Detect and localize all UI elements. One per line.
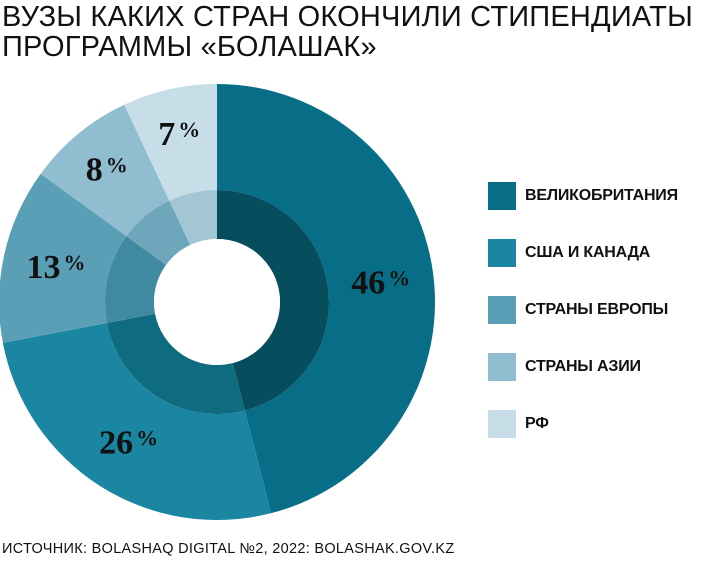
slice-2-value-label: 26% bbox=[99, 424, 158, 461]
slice-5-inner bbox=[169, 190, 217, 245]
slice-5-outer bbox=[124, 84, 217, 201]
legend-label: РФ bbox=[525, 415, 549, 432]
outer-ring bbox=[0, 84, 435, 520]
slice-2-outer bbox=[2, 322, 272, 520]
source-note: ИСТОЧНИК: BOLASHAQ DIGITAL №2, 2022: BOL… bbox=[2, 541, 455, 557]
legend-swatch bbox=[488, 410, 516, 438]
chart-title-line-1: ВУЗЫ КАКИХ СТРАН ОКОНЧИЛИ СТИПЕНДИАТЫ bbox=[2, 1, 693, 33]
chart-title: ВУЗЫ КАКИХ СТРАН ОКОНЧИЛИ СТИПЕНДИАТЫ ПР… bbox=[2, 2, 717, 62]
legend-swatch bbox=[488, 182, 516, 210]
chart-title-line-2: ПРОГРАММЫ «БОЛАШАК» bbox=[2, 31, 377, 63]
legend-swatch bbox=[488, 239, 516, 267]
slice-1-inner bbox=[217, 190, 330, 411]
slice-2-inner bbox=[106, 313, 245, 414]
donut-hole bbox=[154, 239, 280, 365]
slice-4-outer bbox=[40, 104, 170, 237]
slice-5-value-label: 7% bbox=[158, 116, 200, 153]
legend-label: США И КАНАДА bbox=[525, 244, 651, 261]
slice-1-value-label: 46% bbox=[351, 264, 410, 301]
legend-swatch bbox=[488, 353, 516, 381]
slice-3-outer bbox=[0, 173, 127, 343]
legend-label: ВЕЛИКОБРИТАНИЯ bbox=[525, 187, 678, 204]
slice-4-value-label: 8% bbox=[86, 152, 128, 189]
slice-3-inner bbox=[105, 236, 167, 323]
inner-ring bbox=[105, 190, 330, 414]
legend-item-1: ВЕЛИКОБРИТАНИЯ bbox=[488, 182, 713, 210]
legend-label: СТРАНЫ ЕВРОПЫ bbox=[525, 301, 669, 318]
slice-4-inner bbox=[126, 200, 191, 265]
legend-label: СТРАНЫ АЗИИ bbox=[525, 358, 641, 375]
donut-chart: 46 % 26 % 13 % 8 % 7% bbox=[0, 84, 435, 520]
slice-1-outer bbox=[217, 84, 435, 514]
legend-item-5: РФ bbox=[488, 410, 713, 438]
legend: ВЕЛИКОБРИТАНИЯ США И КАНАДА СТРАНЫ ЕВРОПЫ С… bbox=[488, 182, 713, 467]
slice-labels: 46 % 26 % 13 % 8 % 7% bbox=[26, 116, 410, 461]
slice-3-value-label: 13% bbox=[26, 249, 85, 286]
legend-swatch bbox=[488, 296, 516, 324]
legend-item-4: СТРАНЫ АЗИИ bbox=[488, 353, 713, 381]
legend-item-3: СТРАНЫ ЕВРОПЫ bbox=[488, 296, 713, 324]
legend-item-2: США И КАНАДА bbox=[488, 239, 713, 267]
